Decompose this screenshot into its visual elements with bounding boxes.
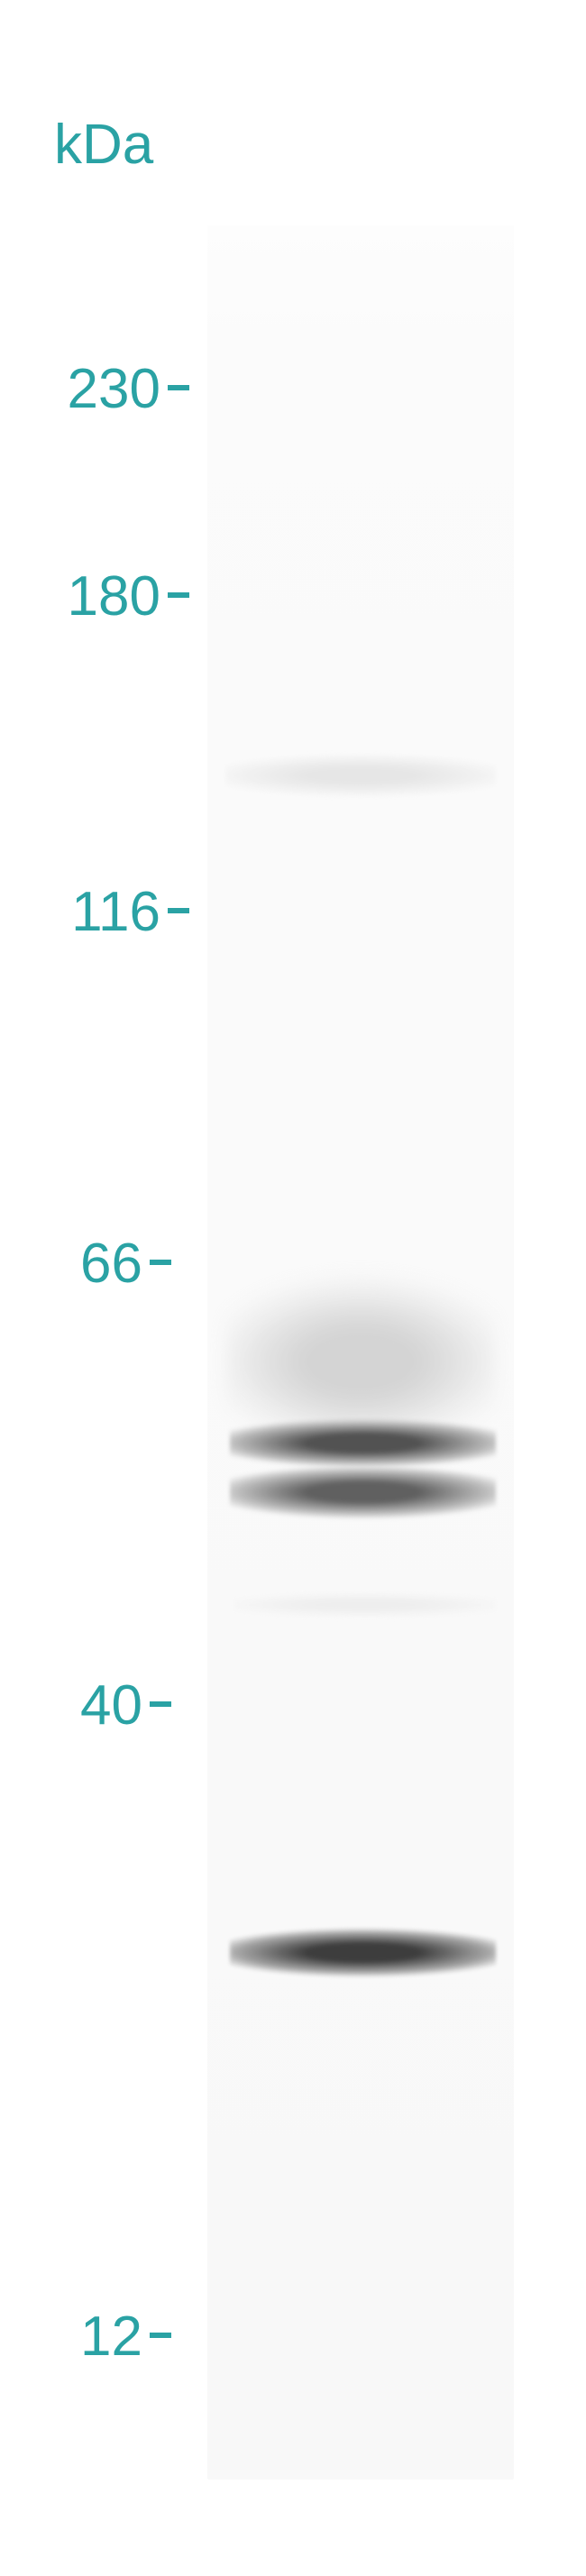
band bbox=[230, 1465, 496, 1519]
band bbox=[225, 753, 496, 798]
band bbox=[230, 1928, 496, 1977]
marker-tick bbox=[150, 1701, 171, 1707]
band bbox=[234, 1591, 496, 1618]
marker-label: 12 bbox=[80, 2305, 142, 2369]
marker-tick bbox=[168, 592, 189, 598]
unit-label: kDa bbox=[54, 113, 153, 177]
marker-tick bbox=[150, 1260, 171, 1265]
marker-label: 116 bbox=[71, 880, 160, 944]
marker-label: 66 bbox=[80, 1232, 142, 1296]
marker-tick bbox=[168, 908, 189, 913]
marker-label: 40 bbox=[80, 1673, 142, 1737]
blot-figure: kDa 230 180 116 66 40 12 bbox=[0, 0, 586, 2576]
marker-label: 230 bbox=[68, 357, 160, 421]
marker-tick bbox=[150, 2333, 171, 2338]
marker-tick bbox=[168, 385, 189, 390]
marker-label: 180 bbox=[68, 564, 160, 628]
band bbox=[230, 1418, 496, 1468]
